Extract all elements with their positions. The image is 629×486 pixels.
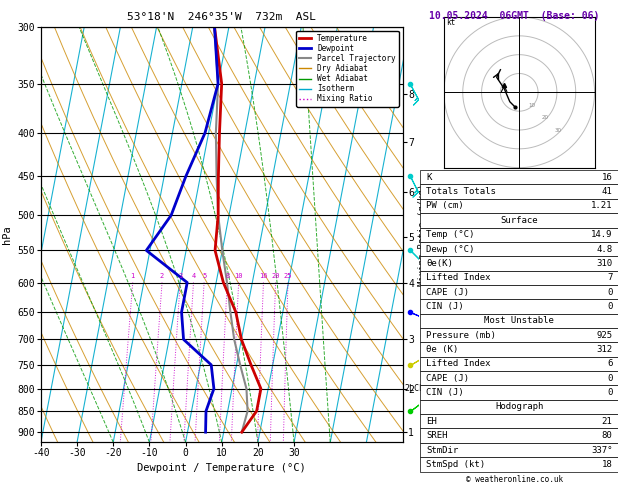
Text: 10.05.2024  06GMT  (Base: 06): 10.05.2024 06GMT (Base: 06) (430, 11, 599, 21)
Y-axis label: hPa: hPa (2, 225, 12, 244)
Text: Pressure (mb): Pressure (mb) (426, 330, 496, 340)
Text: 16: 16 (601, 173, 613, 182)
Bar (420, 443, 618, 457)
Bar (420, 429, 618, 443)
Bar (420, 457, 618, 471)
Text: Most Unstable: Most Unstable (484, 316, 554, 325)
Text: 310: 310 (596, 259, 613, 268)
Text: 6: 6 (607, 359, 613, 368)
Bar (420, 371, 618, 385)
Text: Lifted Index: Lifted Index (426, 273, 491, 282)
Text: CIN (J): CIN (J) (426, 388, 464, 397)
Text: EH: EH (426, 417, 437, 426)
Text: 3: 3 (178, 273, 182, 279)
Text: SREH: SREH (426, 431, 448, 440)
Bar (420, 313, 618, 328)
Text: 10: 10 (235, 273, 243, 279)
Text: 53°18'N  246°35'W  732m  ASL: 53°18'N 246°35'W 732m ASL (127, 12, 316, 22)
Text: PW (cm): PW (cm) (426, 202, 464, 210)
Bar (420, 213, 618, 227)
Text: 2: 2 (160, 273, 164, 279)
Text: kt: kt (446, 17, 455, 27)
Text: 4.8: 4.8 (596, 244, 613, 254)
Text: 0: 0 (607, 388, 613, 397)
Text: 20: 20 (271, 273, 280, 279)
Text: 25: 25 (284, 273, 292, 279)
Text: θe (K): θe (K) (426, 345, 459, 354)
Text: 1.21: 1.21 (591, 202, 613, 210)
Text: StmDir: StmDir (426, 446, 459, 454)
Text: 337°: 337° (591, 446, 613, 454)
Text: 7: 7 (607, 273, 613, 282)
Text: 14.9: 14.9 (591, 230, 613, 239)
Text: θe(K): θe(K) (426, 259, 453, 268)
Bar (420, 414, 618, 429)
Text: 80: 80 (601, 431, 613, 440)
Bar (420, 170, 618, 185)
Bar (420, 385, 618, 400)
Text: 0: 0 (607, 374, 613, 383)
Text: Dewp (°C): Dewp (°C) (426, 244, 474, 254)
Bar (420, 256, 618, 271)
Text: Lifted Index: Lifted Index (426, 359, 491, 368)
Text: 0: 0 (607, 302, 613, 311)
Text: CAPE (J): CAPE (J) (426, 374, 469, 383)
Bar (420, 328, 618, 342)
Bar (420, 242, 618, 256)
Text: 5: 5 (202, 273, 206, 279)
Text: 312: 312 (596, 345, 613, 354)
Bar (420, 299, 618, 313)
Text: Hodograph: Hodograph (495, 402, 543, 412)
Text: 41: 41 (601, 187, 613, 196)
Text: Totals Totals: Totals Totals (426, 187, 496, 196)
Text: 21: 21 (601, 417, 613, 426)
Y-axis label: Mixing Ratio (g/kg): Mixing Ratio (g/kg) (418, 183, 427, 286)
Bar (420, 271, 618, 285)
Text: 30: 30 (554, 128, 561, 133)
Text: 18: 18 (601, 460, 613, 469)
Legend: Temperature, Dewpoint, Parcel Trajectory, Dry Adiabat, Wet Adiabat, Isotherm, Mi: Temperature, Dewpoint, Parcel Trajectory… (296, 31, 399, 106)
X-axis label: Dewpoint / Temperature (°C): Dewpoint / Temperature (°C) (137, 463, 306, 473)
Text: Surface: Surface (501, 216, 538, 225)
Text: 2LCL: 2LCL (404, 384, 425, 393)
Text: StmSpd (kt): StmSpd (kt) (426, 460, 485, 469)
Bar (420, 285, 618, 299)
Text: 10: 10 (528, 103, 535, 107)
Bar (420, 185, 618, 199)
Bar (420, 199, 618, 213)
Text: 20: 20 (542, 116, 548, 121)
Text: © weatheronline.co.uk: © weatheronline.co.uk (466, 474, 563, 484)
Text: 0: 0 (607, 288, 613, 296)
Text: 1: 1 (131, 273, 135, 279)
Text: K: K (426, 173, 431, 182)
Bar (420, 342, 618, 357)
Text: Temp (°C): Temp (°C) (426, 230, 474, 239)
Text: CAPE (J): CAPE (J) (426, 288, 469, 296)
Text: CIN (J): CIN (J) (426, 302, 464, 311)
Bar (420, 357, 618, 371)
Text: 925: 925 (596, 330, 613, 340)
Bar (420, 227, 618, 242)
Text: 8: 8 (225, 273, 230, 279)
Text: 4: 4 (191, 273, 196, 279)
Text: 16: 16 (259, 273, 268, 279)
Bar (420, 400, 618, 414)
